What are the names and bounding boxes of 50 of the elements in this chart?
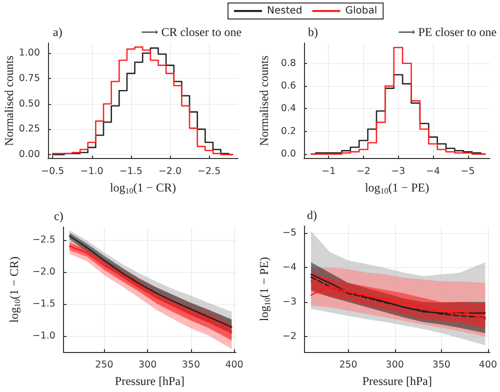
y-tick-label: 0.2 [280, 126, 296, 137]
y-tick-label: 0.50 [18, 98, 40, 110]
y-axis-title: log10(1 − PE) [257, 257, 272, 322]
y-tick-label: 0.75 [18, 72, 40, 84]
y-tick-label: 0.00 [18, 149, 40, 160]
y-tick-label: −2.5 [32, 234, 56, 246]
x-tick-label: 350 [432, 360, 450, 371]
y-tick-label: 0.25 [18, 124, 40, 135]
x-tick-label: −3 [391, 166, 406, 178]
x-tick-label: 350 [182, 360, 200, 371]
x-axis-title: Pressure [hPa] [114, 374, 185, 388]
y-tick-label: 0.0 [280, 148, 296, 160]
y-tick-label: −2 [282, 331, 296, 342]
chart-title: b) [308, 25, 318, 39]
y-tick-label: 1.00 [18, 48, 40, 59]
chart-title: c) [54, 209, 64, 223]
x-tick-label: 300 [138, 360, 157, 371]
x-tick-label: 400 [225, 360, 244, 371]
y-axis-title: Normalised counts [257, 55, 271, 146]
y-tick-label: −1.5 [32, 298, 56, 310]
legend-label: Nested [267, 6, 302, 16]
y-tick-label: 0.8 [280, 58, 296, 69]
chart-subtitle: ⟶ PE closer to one [398, 25, 497, 39]
y-tick-label: −3 [282, 296, 296, 308]
x-tick-label: 250 [95, 360, 114, 371]
y-axis-title: log10(1 − CR) [7, 256, 22, 323]
chart-title: d) [307, 208, 317, 222]
chart-subtitle: ⟶ CR closer to one [141, 25, 242, 39]
x-tick-label: 400 [478, 360, 498, 371]
x-tick-label: 300 [386, 360, 404, 371]
x-tick-label: −1 [322, 166, 336, 178]
chart-title: a) [53, 25, 62, 39]
y-tick-label: −1.0 [32, 330, 56, 342]
y-axis-title: Normalised counts [2, 55, 16, 146]
y-tick-label: 0.4 [280, 103, 296, 114]
legend-label: Global [345, 6, 378, 16]
x-tick-label: −1.0 [80, 166, 104, 178]
x-tick-label: 250 [339, 360, 358, 371]
x-tick-label: −2.0 [158, 166, 182, 178]
y-tick-label: −4 [282, 262, 296, 273]
y-tick-label: −2.0 [32, 266, 56, 278]
x-tick-label: −0.5 [41, 166, 64, 178]
x-tick-label: −1.5 [119, 166, 142, 178]
y-tick-label: 0.6 [280, 80, 296, 92]
x-tick-label: −5 [460, 166, 475, 178]
x-axis-title: Pressure [hPa] [362, 374, 432, 388]
x-tick-label: −2 [356, 166, 370, 178]
y-tick-label: −5 [282, 227, 296, 238]
x-tick-label: −2.5 [198, 166, 221, 178]
x-tick-label: −4 [426, 166, 440, 178]
